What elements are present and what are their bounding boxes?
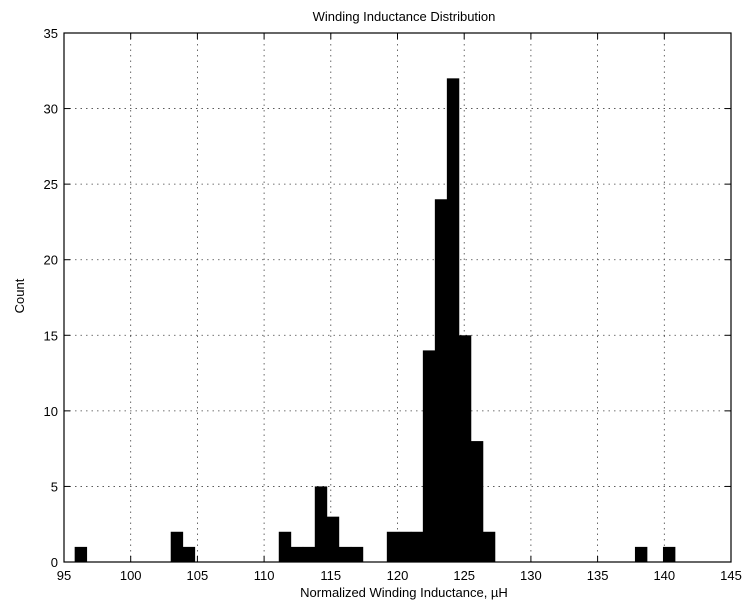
x-tick-label: 135 [587,568,609,583]
y-tick-label: 35 [44,26,58,41]
x-tick-label: 130 [520,568,542,583]
histogram-bar [410,531,424,562]
histogram-bar [302,546,316,562]
histogram-bar [398,531,412,562]
histogram-bar [422,350,436,562]
histogram-bar [182,546,196,562]
histogram-bar [458,335,472,562]
y-tick-label: 20 [44,253,58,268]
grid-lines [64,33,731,562]
histogram-bar [326,516,340,562]
histogram-bar [470,441,484,562]
histogram-bar [170,531,184,562]
histogram-bar [74,546,88,562]
axes: 95 100 105 110 115 120 125 130 135 140 145 0 5 10 15 20… [44,26,742,583]
histogram-bar [446,78,460,562]
y-tick-label: 5 [51,479,58,494]
histogram-bars [74,78,676,562]
y-tick-label: 10 [44,404,58,419]
x-tick-label: 95 [57,568,71,583]
y-tick-label: 25 [44,177,58,192]
histogram-bar [314,486,328,562]
y-tick-label: 0 [51,555,58,570]
x-tick-label: 120 [387,568,409,583]
y-axis-title: Count [12,278,27,313]
histogram-bar [350,546,364,562]
chart-title: Winding Inductance Distribution [313,9,496,24]
histogram-bar [434,199,448,562]
x-axis-title: Normalized Winding Inductance, µH [300,585,508,600]
x-tick-label: 145 [720,568,742,583]
x-tick-label: 125 [453,568,475,583]
y-tick-label: 15 [44,328,58,343]
histogram-bar [482,531,496,562]
histogram-bar [386,531,400,562]
y-tick-label: 30 [44,102,58,117]
x-tick-label: 100 [120,568,142,583]
histogram-bar [662,546,676,562]
x-tick-label: 105 [187,568,209,583]
x-tick-label: 110 [254,568,275,583]
histogram-bar [278,531,292,562]
histogram-bar [290,546,304,562]
x-tick-label: 140 [653,568,675,583]
histogram-bar [338,546,352,562]
histogram-bar [634,546,648,562]
x-tick-label: 115 [320,568,341,583]
